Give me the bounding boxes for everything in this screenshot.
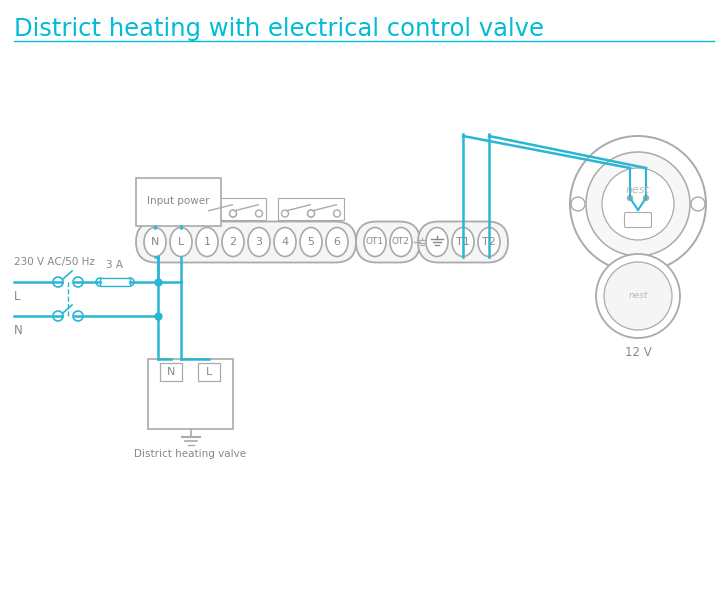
Ellipse shape [248,228,270,257]
Ellipse shape [144,228,166,257]
Text: N: N [151,237,159,247]
Circle shape [229,210,237,217]
Text: L: L [178,237,184,247]
FancyBboxPatch shape [135,178,221,226]
Ellipse shape [222,228,244,257]
Text: L: L [206,367,212,377]
Text: T2: T2 [482,237,496,247]
Ellipse shape [364,228,386,257]
Ellipse shape [196,228,218,257]
Circle shape [96,278,104,286]
Circle shape [333,210,341,217]
Circle shape [586,152,690,256]
Text: District heating with electrical control valve: District heating with electrical control… [14,17,544,41]
Ellipse shape [300,228,322,257]
Circle shape [53,277,63,287]
Circle shape [307,210,314,217]
FancyBboxPatch shape [100,278,130,286]
Text: 5: 5 [307,237,314,247]
Text: L: L [14,289,20,302]
Circle shape [602,168,674,240]
Circle shape [644,195,649,201]
Ellipse shape [426,228,448,257]
Circle shape [570,136,706,272]
Text: 230 V AC/50 Hz: 230 V AC/50 Hz [14,257,95,267]
Ellipse shape [452,228,474,257]
Circle shape [307,210,314,217]
Circle shape [229,210,237,217]
FancyBboxPatch shape [356,222,420,263]
Text: OT1: OT1 [366,238,384,247]
Ellipse shape [170,228,192,257]
FancyBboxPatch shape [136,222,356,263]
FancyBboxPatch shape [625,213,652,228]
Circle shape [282,210,288,217]
FancyBboxPatch shape [198,363,220,381]
Circle shape [126,278,134,286]
Text: 2: 2 [229,237,237,247]
Ellipse shape [390,228,412,257]
Ellipse shape [274,228,296,257]
FancyBboxPatch shape [148,359,233,429]
Text: 3 A: 3 A [106,260,124,270]
Text: District heating valve: District heating valve [135,449,247,459]
Text: 1: 1 [204,237,210,247]
Text: 3: 3 [256,237,263,247]
Text: nest: nest [628,292,648,301]
Circle shape [596,254,680,338]
Text: nest: nest [626,185,650,195]
Text: 4: 4 [282,237,288,247]
Circle shape [204,210,210,217]
FancyBboxPatch shape [418,222,508,263]
Circle shape [256,210,263,217]
Text: Input power: Input power [147,197,209,207]
Ellipse shape [326,228,348,257]
Circle shape [571,197,585,211]
Text: N: N [167,367,175,377]
Circle shape [628,195,633,201]
Text: OT2: OT2 [392,238,410,247]
Circle shape [53,311,63,321]
Ellipse shape [478,228,500,257]
Text: T1: T1 [456,237,470,247]
Circle shape [73,277,83,287]
Circle shape [73,311,83,321]
Text: N: N [14,324,23,336]
Circle shape [691,197,705,211]
Text: 6: 6 [333,237,341,247]
Text: 12 V: 12 V [625,346,652,359]
FancyBboxPatch shape [160,363,182,381]
Circle shape [604,262,672,330]
